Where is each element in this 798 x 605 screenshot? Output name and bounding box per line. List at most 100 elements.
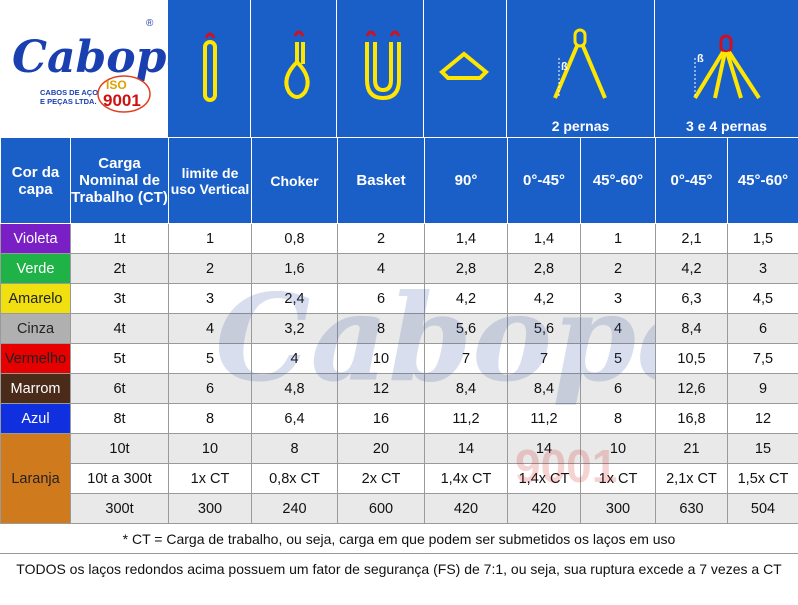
cell-carga: 300t (70, 493, 169, 524)
cell-vertical: 8 (168, 403, 252, 434)
registered-mark: ® (146, 18, 154, 29)
header-vertical: limite de uso Vertical (168, 137, 252, 224)
cell-3p-0-45: 630 (655, 493, 728, 524)
cell-2p-0-45: 420 (507, 493, 581, 524)
table-row: Amarelo 3t 3 2,4 6 4,2 4,2 3 6,3 4,5 (0, 283, 798, 314)
cell-vertical: 1 (168, 223, 252, 254)
cell-carga: 10t a 300t (70, 463, 169, 494)
cell-2p-0-45: 4,2 (507, 283, 581, 314)
cell-vertical: 5 (168, 343, 252, 374)
table-row: Laranja 10t 10 8 20 14 14 10 21 15 (0, 433, 798, 524)
cell-vertical: 1x CT (168, 463, 252, 494)
three-four-leg-sling-icon-cell: ß 3 e 4 pernas (655, 0, 798, 137)
cell-carga: 3t (70, 283, 169, 314)
cabopec-logo: Cabopec ® CABOS DE AÇO E PEÇAS LTDA. ISO… (12, 18, 221, 113)
cell-3p-0-45: 2,1x CT (655, 463, 728, 494)
cell-90: 11,2 (424, 403, 508, 434)
cell-carga: 6t (70, 373, 169, 404)
cell-3p-45-60: 6 (727, 313, 798, 344)
cell-3p-45-60: 1,5 (727, 223, 798, 254)
cell-90: 5,6 (424, 313, 508, 344)
cell-3p-45-60: 7,5 (727, 343, 798, 374)
ct-footnote: * CT = Carga de trabalho, ou seja, carga… (0, 524, 798, 554)
cell-2p-45-60: 10 (580, 433, 656, 464)
safety-footnote: TODOS os laços redondos acima possuem um… (16, 561, 782, 577)
header-carga-nominal: Carga Nominal de Trabalho (CT) (70, 137, 169, 224)
cell-vertical: 10 (168, 433, 252, 464)
cell-2p-0-45: 1,4x CT (507, 463, 581, 494)
cell-choker: 4,8 (251, 373, 338, 404)
cell-3p-45-60: 12 (727, 403, 798, 434)
three-four-leg-sling-icon: ß (693, 34, 761, 100)
header-choker: Choker (251, 137, 338, 224)
two-leg-sling-icon-cell: ß 2 pernas (507, 0, 655, 137)
cell-2p-0-45: 14 (507, 433, 581, 464)
cell-2p-45-60: 2 (580, 253, 656, 284)
cell-carga: 1t (70, 223, 169, 254)
cell-choker: 4 (251, 343, 338, 374)
cell-3p-0-45: 8,4 (655, 313, 728, 344)
table-row: Marrom 6t 6 4,8 12 8,4 8,4 6 12,6 9 (0, 373, 798, 404)
cell-2p-0-45: 8,4 (507, 373, 581, 404)
table-row: 300t 300 240 600 420 420 300 630 504 (1, 493, 798, 524)
header-2p-45-60: 45°-60° (580, 137, 656, 224)
header-2p-0-45: 0°-45° (507, 137, 581, 224)
cell-choker: 8 (251, 433, 338, 464)
vertical-sling-icon-cell (168, 0, 251, 137)
cell-3p-0-45: 12,6 (655, 373, 728, 404)
cell-3p-0-45: 4,2 (655, 253, 728, 284)
color-violeta: Violeta (0, 223, 71, 254)
iso-label: ISO (106, 78, 127, 92)
table-row: Violeta 1t 1 0,8 2 1,4 1,4 1 2,1 1,5 (0, 223, 798, 254)
cell-90: 7 (424, 343, 508, 374)
cell-basket: 10 (337, 343, 425, 374)
color-vermelho: Vermelho (0, 343, 71, 374)
cell-choker: 2,4 (251, 283, 338, 314)
header-cor-da-capa: Cor da capa (0, 137, 71, 224)
cell-carga: 10t (70, 433, 169, 464)
load-capacity-table: Cor da capa Carga Nominal de Trabalho (C… (0, 137, 798, 524)
header-3p-45-60: 45°-60° (727, 137, 798, 224)
cell-basket: 16 (337, 403, 425, 434)
cell-choker: 6,4 (251, 403, 338, 434)
cell-3p-45-60: 4,5 (727, 283, 798, 314)
color-verde: Verde (0, 253, 71, 284)
cell-90: 1,4 (424, 223, 508, 254)
cell-90: 2,8 (424, 253, 508, 284)
cell-90: 1,4x CT (424, 463, 508, 494)
header-3p-0-45: 0°-45° (655, 137, 728, 224)
cell-3p-45-60: 504 (727, 493, 798, 524)
cell-vertical: 4 (168, 313, 252, 344)
cell-2p-45-60: 8 (580, 403, 656, 434)
cell-2p-45-60: 1 (580, 223, 656, 254)
cell-basket: 20 (337, 433, 425, 464)
sling-90-icon-cell (424, 0, 507, 137)
cell-choker: 0,8x CT (251, 463, 338, 494)
choker-sling-icon-cell (251, 0, 337, 137)
table-row: Azul 8t 8 6,4 16 11,2 11,2 8 16,8 12 (0, 403, 798, 434)
color-amarelo: Amarelo (0, 283, 71, 314)
header-90: 90° (424, 137, 508, 224)
cell-carga: 8t (70, 403, 169, 434)
two-leg-sling-icon: ß (553, 28, 607, 99)
table-row: 10t a 300t 1x CT 0,8x CT 2x CT 1,4x CT 1… (1, 463, 798, 494)
header-basket: Basket (337, 137, 425, 224)
header-row: Cor da capa Carga Nominal de Trabalho (C… (0, 137, 798, 224)
logo-tagline-2: E PEÇAS LTDA. (40, 97, 97, 106)
cell-2p-45-60: 6 (580, 373, 656, 404)
cell-3p-0-45: 6,3 (655, 283, 728, 314)
two-legs-label: 2 pernas (551, 118, 610, 134)
cell-choker: 1,6 (251, 253, 338, 284)
cell-vertical: 2 (168, 253, 252, 284)
cell-carga: 4t (70, 313, 169, 344)
cell-basket: 2 (337, 223, 425, 254)
svg-text:ß: ß (561, 61, 568, 73)
cell-basket: 6 (337, 283, 425, 314)
logo-tagline-1: CABOS DE AÇO (40, 88, 98, 97)
cell-90: 4,2 (424, 283, 508, 314)
cell-basket: 4 (337, 253, 425, 284)
color-marrom: Marrom (0, 373, 71, 404)
cell-carga: 5t (70, 343, 169, 374)
cell-3p-45-60: 1,5x CT (727, 463, 798, 494)
cell-vertical: 300 (168, 493, 252, 524)
